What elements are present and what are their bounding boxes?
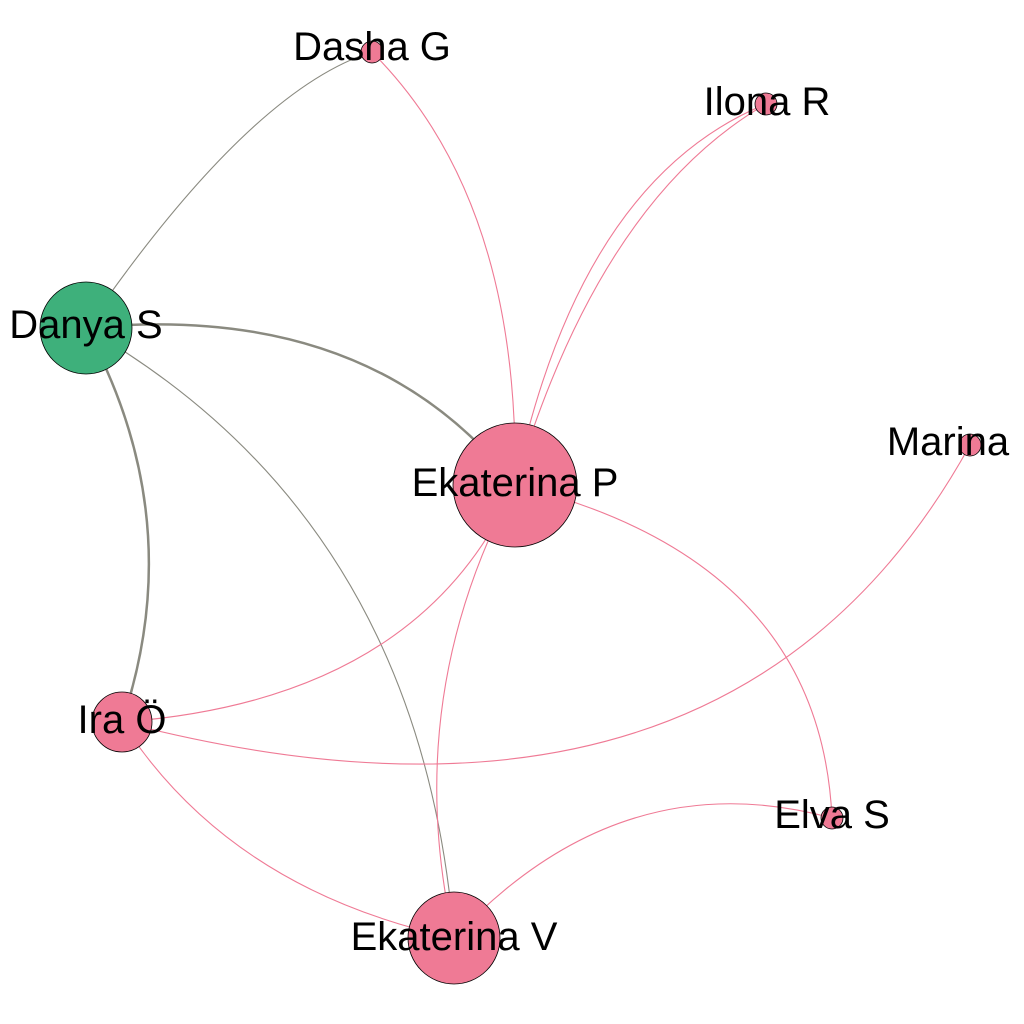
edge-marina-ira-o — [121, 444, 971, 765]
node-ekaterina-p — [452, 422, 578, 548]
edge-ilona-r-ekaterina-p — [514, 103, 767, 486]
node-label-elva-s: Elva S — [774, 793, 890, 837]
edge-ekaterina-v-elva-s — [453, 803, 833, 939]
node-label-ekaterina-p: Ekaterina P — [412, 461, 619, 505]
edge-ilona-r-ekaterina-p — [514, 103, 767, 486]
node-marina — [958, 433, 982, 457]
node-ekaterina-v — [407, 891, 501, 985]
node-ilona-r — [754, 92, 778, 116]
node-danya-s — [39, 281, 133, 375]
node-ira-o — [91, 691, 153, 753]
edge-ekaterina-p-ekaterina-v — [436, 484, 516, 939]
node-label-marina: Marina — [887, 420, 1010, 464]
edge-danya-s-dasha-g — [85, 51, 373, 329]
edge-ekaterina-p-ira-o — [121, 484, 516, 723]
edge-dasha-g-ekaterina-p — [371, 51, 516, 486]
edge-danya-s-ekaterina-v — [85, 327, 455, 939]
edge-ira-o-ekaterina-v — [121, 721, 455, 939]
edge-ekaterina-p-elva-s — [514, 484, 833, 819]
node-dasha-g — [360, 40, 384, 64]
node-label-dasha-g: Dasha G — [293, 25, 451, 69]
node-elva-s — [820, 806, 844, 830]
nodes-layer — [39, 40, 982, 985]
edges-layer — [84, 51, 971, 939]
edge-danya-s-ira-o — [84, 327, 151, 723]
node-label-ekaterina-v: Ekaterina V — [351, 915, 558, 959]
node-label-ilona-r: Ilona R — [704, 80, 831, 124]
node-label-danya-s: Danya S — [9, 303, 162, 347]
node-label-ira-o: Ira Ö — [78, 698, 167, 742]
edge-danya-s-ekaterina-p — [85, 323, 516, 486]
labels-layer: Dasha G Ilona R Danya S Ekaterina P Marina Ir… — [9, 25, 1010, 959]
